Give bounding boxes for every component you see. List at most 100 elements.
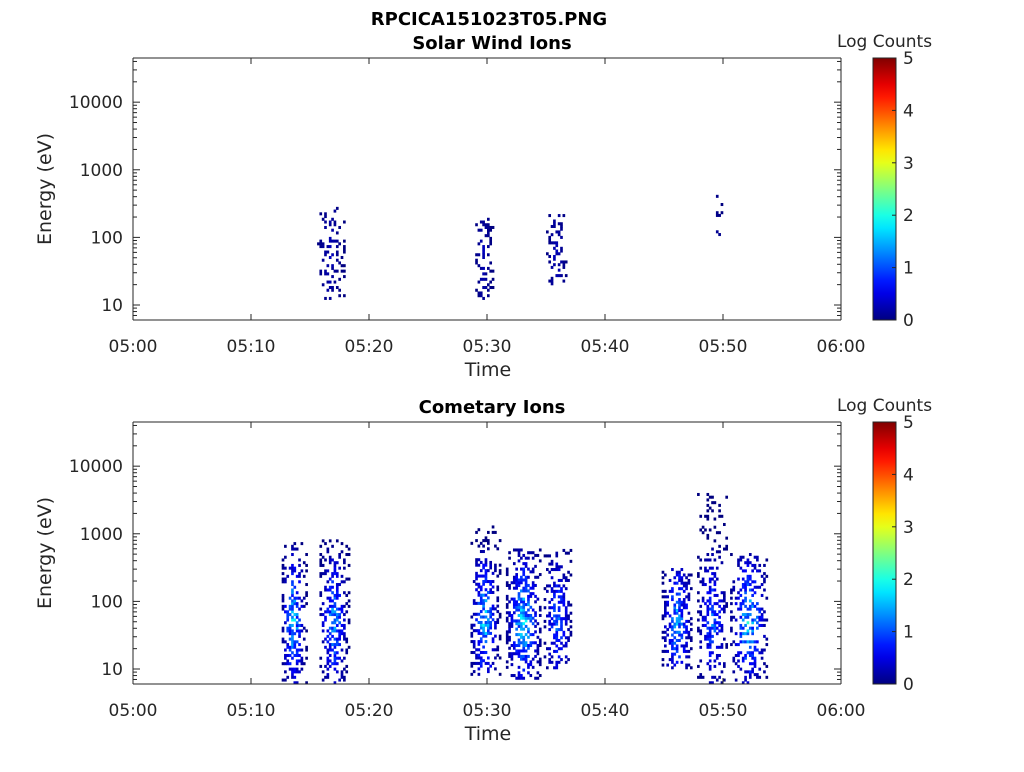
data-cell: [555, 249, 559, 253]
data-cell: [557, 568, 561, 572]
data-cell: [673, 663, 677, 667]
data-cell: [321, 242, 325, 246]
data-cell: [534, 649, 537, 653]
data-cell: [482, 650, 485, 655]
data-cell: [489, 563, 493, 567]
data-cell: [505, 616, 509, 620]
colorbar-tick-label: 2: [903, 206, 914, 226]
data-cell: [730, 618, 733, 622]
data-cell: [472, 670, 476, 674]
data-cell: [475, 629, 478, 633]
data-cell: [553, 666, 556, 670]
data-cell: [305, 569, 308, 573]
data-cell: [295, 621, 299, 625]
data-cell: [748, 583, 752, 587]
data-cell: [498, 539, 502, 543]
data-cell: [744, 656, 747, 660]
data-cell: [522, 649, 526, 653]
data-cell: [335, 629, 339, 633]
data-cell: [343, 247, 346, 251]
data-cell: [343, 245, 346, 249]
data-cell: [671, 587, 674, 591]
data-cell: [682, 598, 686, 602]
data-cell: [546, 568, 549, 572]
data-cell: [494, 623, 497, 627]
data-cell: [281, 607, 285, 611]
data-cell: [678, 625, 681, 629]
data-cell: [557, 647, 561, 651]
data-cell: [326, 634, 330, 638]
data-cell: [548, 214, 552, 218]
data-cell: [534, 630, 537, 634]
data-cell: [711, 577, 714, 581]
data-cell: [347, 621, 351, 625]
data-cell: [281, 640, 285, 644]
data-cell: [475, 574, 478, 578]
data-cell: [678, 600, 681, 604]
data-cell: [744, 678, 747, 682]
data-cell: [557, 268, 561, 272]
data-cell: [746, 613, 750, 617]
data-cell: [331, 266, 334, 270]
data-cell: [496, 596, 500, 600]
data-cell: [331, 585, 334, 589]
data-cell: [477, 653, 481, 657]
data-cell: [335, 656, 339, 660]
data-cell: [324, 610, 327, 614]
data-cell: [543, 641, 547, 645]
data-cell: [484, 640, 488, 644]
colorbar-tick-label: 1: [903, 623, 914, 643]
data-cell: [678, 576, 681, 580]
data-cell: [343, 561, 346, 565]
data-cell: [498, 637, 502, 641]
data-cell: [477, 558, 481, 562]
data-cell: [548, 570, 552, 574]
data-cell: [739, 607, 743, 611]
data-cell: [704, 558, 707, 562]
data-cell: [553, 568, 556, 572]
data-cell: [338, 621, 341, 625]
data-cell: [479, 228, 483, 232]
data-cell: [300, 629, 304, 633]
data-cell: [515, 676, 518, 680]
data-cell: [746, 580, 750, 584]
data-cell: [338, 566, 341, 570]
data-cell: [744, 675, 747, 679]
data-cell: [300, 542, 304, 546]
data-cell: [708, 599, 712, 603]
data-cell: [510, 619, 514, 623]
data-cell: [748, 640, 752, 644]
data-cell: [491, 590, 495, 594]
data-cell: [725, 544, 729, 548]
data-cell: [671, 595, 674, 599]
data-cell: [338, 242, 341, 246]
data-cell: [734, 653, 738, 658]
data-cell: [482, 253, 485, 257]
data-cell: [340, 648, 344, 652]
data-cell: [319, 656, 323, 660]
data-cell: [744, 640, 747, 644]
data-cell: [295, 670, 299, 674]
data-cell: [682, 584, 686, 588]
data-cell: [340, 255, 344, 260]
data-cell: [291, 588, 294, 592]
data-cell: [324, 250, 327, 254]
data-cell: [345, 610, 349, 614]
data-cell: [487, 670, 490, 674]
data-cell: [498, 571, 502, 575]
data-cell: [751, 662, 754, 666]
data-cell: [512, 619, 516, 623]
data-cell: [487, 631, 490, 635]
data-cell: [347, 591, 351, 595]
data-cell: [520, 556, 523, 560]
data-cell: [328, 280, 332, 284]
x-axis-label: Time: [464, 359, 512, 381]
data-cell: [569, 559, 573, 563]
data-cell: [564, 606, 568, 610]
data-cell: [508, 652, 511, 656]
data-cell: [744, 580, 747, 584]
data-cell: [319, 561, 323, 565]
data-cell: [319, 553, 323, 557]
data-cell: [697, 629, 700, 633]
data-cell: [281, 599, 285, 603]
